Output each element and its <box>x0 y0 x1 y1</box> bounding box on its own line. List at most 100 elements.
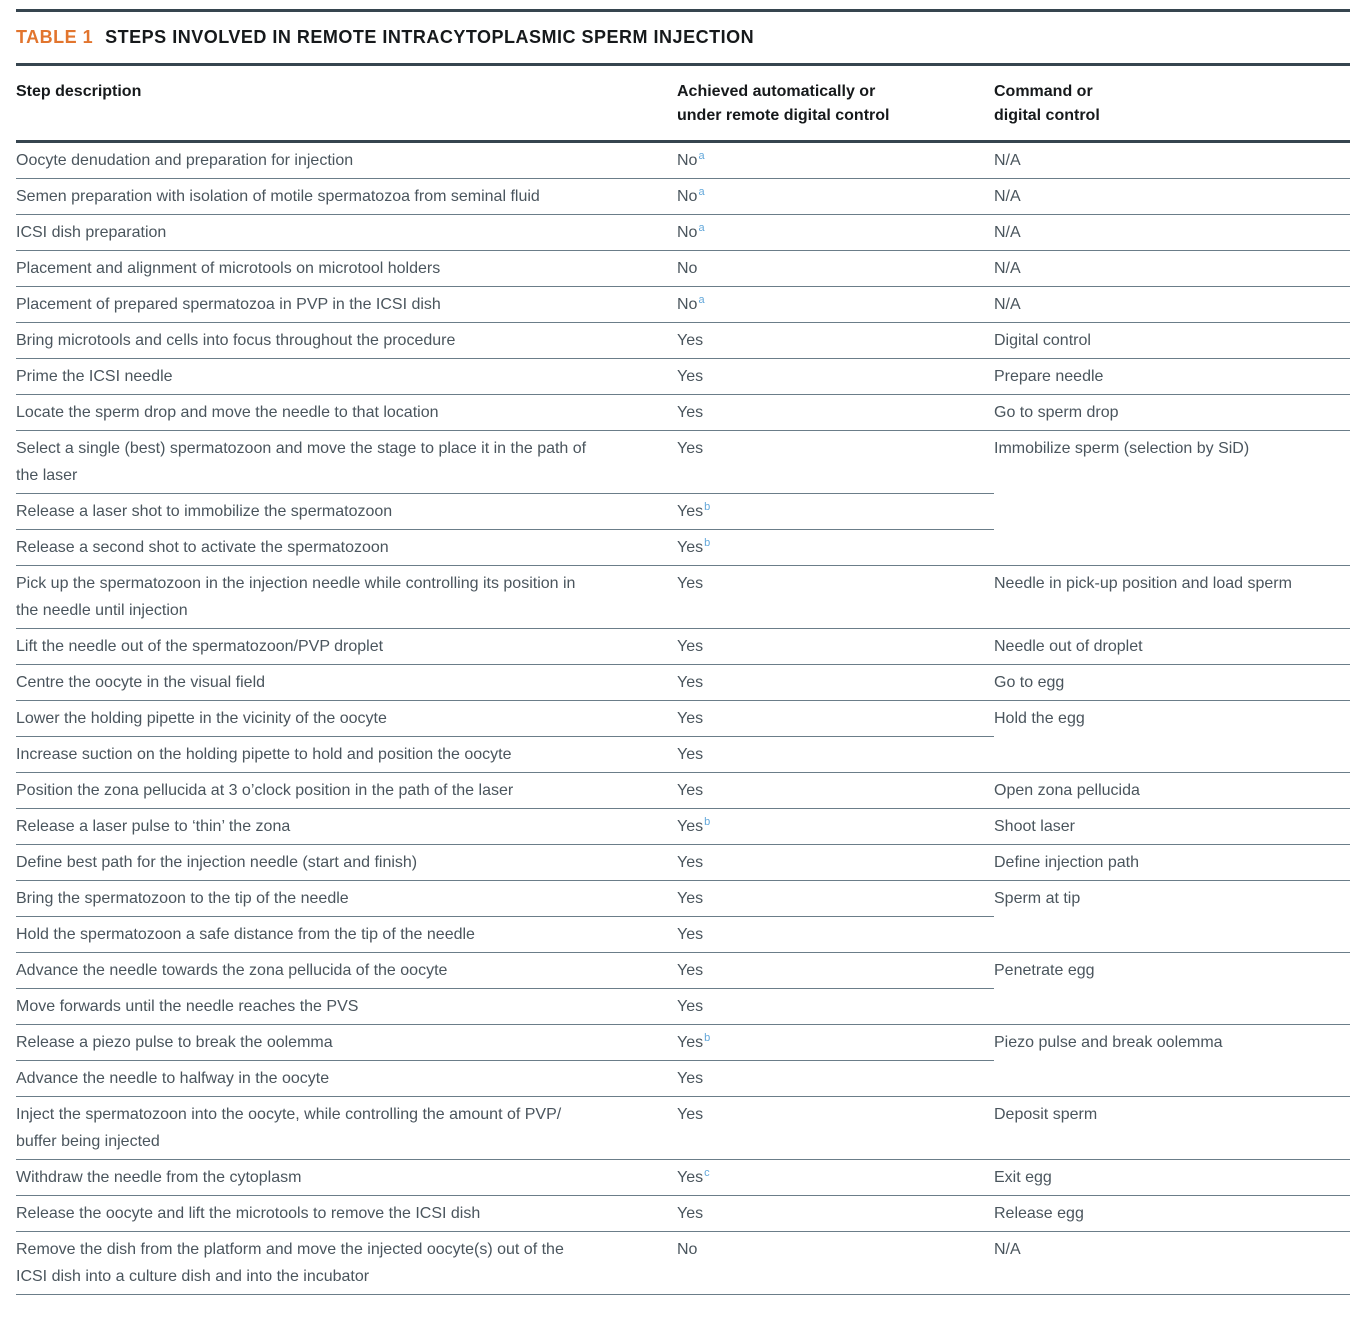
command-cell: Digital control <box>994 322 1350 359</box>
step-description-cell: Advance the needle towards the zona pell… <box>16 952 677 989</box>
table-title: STEPS INVOLVED IN REMOTE INTRACYTOPLASMI… <box>105 27 755 47</box>
achieved-automatically-cell: Yes <box>677 430 994 494</box>
achieved-automatically-cell: Noa <box>677 214 994 251</box>
command-cell: Shoot laser <box>994 808 1350 845</box>
achieved-automatically-cell: Yes <box>677 358 994 395</box>
step-description-cell: Increase suction on the holding pipette … <box>16 736 677 773</box>
table-row: Remove the dish from the platform and mo… <box>16 1231 1350 1295</box>
achieved-automatically-cell: Yesb <box>677 529 994 566</box>
footnote-marker: b <box>704 536 711 549</box>
achieved-automatically-cell: Yesc <box>677 1159 994 1196</box>
step-description-cell: Placement of prepared spermatozoa in PVP… <box>16 286 677 323</box>
table-row: Inject the spermatozoon into the oocyte,… <box>16 1096 1350 1160</box>
achieved-automatically-cell: Noa <box>677 141 994 179</box>
footnote-marker: c <box>704 1166 710 1179</box>
achieved-automatically-cell: Yes <box>677 1195 994 1232</box>
command-cell: Open zona pellucida <box>994 772 1350 809</box>
step-description-cell: Prime the ICSI needle <box>16 358 677 395</box>
table-caption-bar: TABLE 1 STEPS INVOLVED IN REMOTE INTRACYT… <box>16 9 1350 66</box>
column-header-command: Command or digital control <box>994 66 1350 143</box>
command-cell: Prepare needle <box>994 358 1350 395</box>
command-cell: Hold the egg <box>994 700 1350 773</box>
table-row: ICSI dish preparation Noa N/A <box>16 214 1350 251</box>
table-row: Hold the spermatozoon a safe distance fr… <box>16 916 1350 953</box>
table-row: Oocyte denudation and preparation for in… <box>16 141 1350 179</box>
achieved-automatically-cell: Noa <box>677 178 994 215</box>
achieved-automatically-cell: Yes <box>677 664 994 701</box>
command-cell: Needle out of droplet <box>994 628 1350 665</box>
step-description-cell: Release a piezo pulse to break the oolem… <box>16 1024 677 1061</box>
command-cell: N/A <box>994 214 1350 251</box>
table-row: Position the zona pellucida at 3 o’clock… <box>16 772 1350 809</box>
step-description-cell: Lift the needle out of the spermatozoon/… <box>16 628 677 665</box>
table-row: Bring microtools and cells into focus th… <box>16 322 1350 359</box>
achieved-automatically-cell: Yes <box>677 322 994 359</box>
achieved-automatically-cell: Yesb <box>677 493 994 530</box>
command-cell: Release egg <box>994 1195 1350 1232</box>
table-row: Release a piezo pulse to break the oolem… <box>16 1024 1350 1097</box>
command-cell: Define injection path <box>994 844 1350 881</box>
command-cell: N/A <box>994 1231 1350 1295</box>
footnote-marker: b <box>704 1031 711 1044</box>
footnote-marker: a <box>698 293 705 306</box>
table-row: Increase suction on the holding pipette … <box>16 736 1350 773</box>
table-row: Locate the sperm drop and move the needl… <box>16 394 1350 431</box>
step-description-cell: Advance the needle to halfway in the ooc… <box>16 1060 677 1097</box>
table-row: Define best path for the injection needl… <box>16 844 1350 881</box>
table-row: Select a single (best) spermatozoon and … <box>16 430 1350 566</box>
achieved-automatically-cell: Yes <box>677 565 994 629</box>
achieved-automatically-cell: No <box>677 250 994 287</box>
achieved-automatically-cell: Noa <box>677 286 994 323</box>
step-description-cell: Define best path for the injection needl… <box>16 844 677 881</box>
command-cell: N/A <box>994 250 1350 287</box>
step-description-cell: Bring microtools and cells into focus th… <box>16 322 677 359</box>
step-description-cell: Select a single (best) spermatozoon and … <box>16 430 677 494</box>
table-row: Move forwards until the needle reaches t… <box>16 988 1350 1025</box>
step-description-cell: Inject the spermatozoon into the oocyte,… <box>16 1096 677 1160</box>
table-row: Bring the spermatozoon to the tip of the… <box>16 880 1350 953</box>
command-cell: Deposit sperm <box>994 1096 1350 1160</box>
achieved-automatically-cell: Yes <box>677 736 994 773</box>
table-row: Release the oocyte and lift the microtoo… <box>16 1195 1350 1232</box>
step-description-cell: Withdraw the needle from the cytoplasm <box>16 1159 677 1196</box>
command-cell: Immobilize sperm (selection by SiD) <box>994 430 1350 566</box>
footnote-marker: a <box>698 185 705 198</box>
table-row: Lower the holding pipette in the vicinit… <box>16 700 1350 773</box>
command-cell: Go to sperm drop <box>994 394 1350 431</box>
achieved-automatically-cell: Yes <box>677 1060 994 1097</box>
table-row: Semen preparation with isolation of moti… <box>16 178 1350 215</box>
column-header-achieved-automatically: Achieved automatically or under remote d… <box>677 66 994 143</box>
achieved-automatically-cell: Yes <box>677 844 994 881</box>
command-cell: N/A <box>994 286 1350 323</box>
achieved-automatically-cell: Yes <box>677 628 994 665</box>
command-cell: Sperm at tip <box>994 880 1350 953</box>
step-description-cell: Placement and alignment of microtools on… <box>16 250 677 287</box>
command-cell: Penetrate egg <box>994 952 1350 1025</box>
table-row: Placement of prepared spermatozoa in PVP… <box>16 286 1350 323</box>
page: TABLE 1 STEPS INVOLVED IN REMOTE INTRACYT… <box>16 9 1350 1295</box>
command-cell: Piezo pulse and break oolemma <box>994 1024 1350 1097</box>
steps-table: Step description Achieved automatically … <box>16 66 1350 1295</box>
step-description-cell: Release a second shot to activate the sp… <box>16 529 677 566</box>
achieved-automatically-cell: Yes <box>677 394 994 431</box>
step-description-cell: Semen preparation with isolation of moti… <box>16 178 677 215</box>
command-cell: Exit egg <box>994 1159 1350 1196</box>
achieved-automatically-cell: Yes <box>677 1096 994 1160</box>
step-description-cell: Release the oocyte and lift the microtoo… <box>16 1195 677 1232</box>
footnote-marker: b <box>704 500 711 513</box>
table-row: Prime the ICSI needle Yes Prepare needle <box>16 358 1350 395</box>
step-description-cell: Position the zona pellucida at 3 o’clock… <box>16 772 677 809</box>
achieved-automatically-cell: Yes <box>677 988 994 1025</box>
table-row: Release a second shot to activate the sp… <box>16 529 1350 566</box>
achieved-automatically-cell: Yes <box>677 952 994 989</box>
command-cell: N/A <box>994 141 1350 179</box>
step-description-cell: Centre the oocyte in the visual field <box>16 664 677 701</box>
footnote-marker: a <box>698 221 705 234</box>
table-row: Centre the oocyte in the visual field Yes… <box>16 664 1350 701</box>
command-cell: Needle in pick-up position and load sper… <box>994 565 1350 629</box>
step-description-cell: Release a laser pulse to ‘thin’ the zona <box>16 808 677 845</box>
step-description-cell: ICSI dish preparation <box>16 214 677 251</box>
command-cell: Go to egg <box>994 664 1350 701</box>
step-description-cell: Move forwards until the needle reaches t… <box>16 988 677 1025</box>
achieved-automatically-cell: Yes <box>677 700 994 737</box>
